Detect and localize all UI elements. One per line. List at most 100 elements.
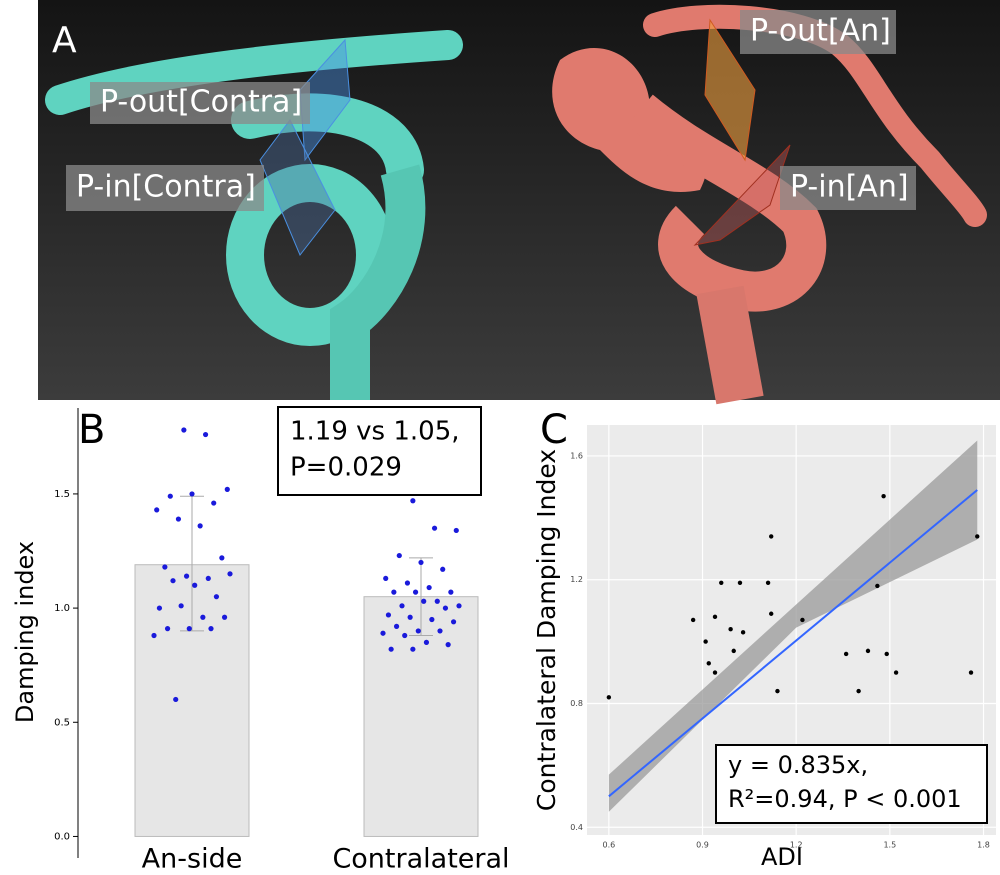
vessel [643, 4, 987, 227]
data-point [211, 500, 217, 506]
y-tick-label: 0.5 [54, 717, 70, 728]
label-box [780, 166, 916, 210]
data-point [410, 498, 416, 504]
data-point [800, 617, 805, 623]
data-point [429, 616, 435, 623]
data-point [893, 670, 899, 675]
x-tick-label: 1.2 [790, 841, 803, 850]
y-tick-label: 0.8 [570, 699, 583, 708]
data-point [423, 639, 430, 645]
data-point [151, 632, 157, 639]
data-point [456, 603, 462, 609]
data-point [219, 555, 225, 561]
data-point [448, 589, 454, 595]
data-point [197, 523, 203, 529]
data-point [178, 603, 184, 609]
data-point [450, 619, 457, 625]
y-axis-label: Damping index [11, 541, 39, 723]
data-point [396, 552, 402, 559]
data-point [712, 670, 718, 675]
data-point [769, 611, 774, 616]
data-point [181, 427, 187, 433]
vessel [627, 94, 827, 312]
data-point [173, 696, 179, 703]
panel-letter: B [78, 407, 105, 453]
data-point [975, 534, 980, 539]
data-point [703, 639, 708, 644]
data-point [415, 628, 421, 634]
fit-line [608, 489, 978, 798]
data-point [865, 648, 871, 654]
data-point [421, 598, 427, 604]
data-point [765, 580, 771, 586]
label-box [740, 10, 896, 54]
annotation-box [715, 744, 988, 824]
x-tick-label: 1.5 [883, 841, 896, 850]
data-point [431, 525, 438, 531]
data-point [437, 628, 443, 634]
data-point [224, 486, 230, 492]
plane [299, 38, 351, 162]
x-tick-label: 0.6 [602, 841, 615, 850]
data-point [445, 642, 451, 648]
data-point [728, 627, 733, 632]
data-point [227, 571, 233, 577]
data-point [434, 598, 440, 604]
y-tick-label: 0.0 [54, 831, 70, 842]
data-point [407, 614, 413, 620]
data-point [418, 559, 424, 566]
data-point [606, 695, 612, 700]
plane [693, 144, 791, 246]
data-point [213, 594, 220, 600]
data-point [881, 493, 886, 499]
data-point [769, 534, 774, 539]
data-point [162, 564, 168, 570]
data-point [383, 575, 389, 582]
data-point [189, 491, 195, 497]
plane-label: P-in[An] [790, 170, 909, 205]
x-tick-label: An-side [142, 844, 243, 875]
annotation: 1.19 vs 1.05, [290, 417, 460, 447]
data-point [706, 661, 711, 666]
annotation: R²=0.94, P < 0.001 [728, 785, 962, 813]
data-point [410, 646, 416, 652]
data-point [380, 630, 386, 636]
data-point [170, 578, 176, 584]
data-point [393, 623, 400, 629]
vessel [226, 164, 394, 346]
data-point [391, 589, 397, 595]
data-point [453, 527, 459, 534]
data-point [221, 614, 228, 620]
data-point [200, 614, 206, 620]
y-tick-label: 1.2 [570, 575, 583, 584]
data-point [175, 516, 182, 522]
data-point [426, 584, 432, 591]
x-tick-label: 0.9 [696, 841, 709, 850]
annotation-box [277, 406, 482, 496]
y-tick-label: 1.6 [570, 451, 583, 460]
data-point [385, 612, 392, 618]
data-point [856, 688, 861, 694]
plane [259, 119, 336, 256]
x-tick-label: 1.8 [977, 841, 990, 850]
label-box [66, 165, 264, 211]
label-box [90, 82, 310, 124]
data-point [719, 580, 724, 586]
vessel [330, 164, 426, 400]
data-point [208, 626, 214, 632]
annotation: y = 0.835x, [728, 751, 868, 779]
data-point [202, 431, 209, 438]
data-point [875, 583, 880, 589]
data-point [404, 580, 411, 586]
data-point [737, 580, 743, 586]
plane [704, 18, 756, 162]
plane-label: P-in[Contra] [76, 170, 256, 205]
data-point [690, 617, 696, 623]
vessel [696, 285, 764, 405]
panel-a: A P-out[Contra] P-in[Contra] P-out[An] P… [38, 0, 1000, 405]
data-point [186, 626, 192, 632]
x-axis-label: ADI [761, 843, 803, 871]
data-point [884, 651, 889, 657]
data-point [399, 603, 405, 609]
